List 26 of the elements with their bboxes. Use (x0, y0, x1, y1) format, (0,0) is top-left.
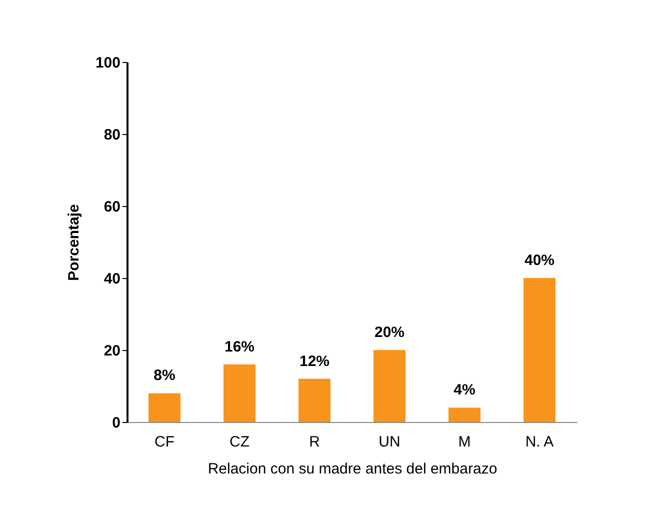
bar (374, 350, 406, 422)
data-label: 12% (299, 352, 330, 370)
x-tick-label: CF (154, 434, 174, 450)
y-axis-title: Porcentaje (65, 204, 82, 281)
bar (298, 378, 330, 422)
data-label: 40% (524, 252, 555, 269)
y-tick-label: 80 (104, 126, 120, 144)
y-tick-label: 60 (104, 198, 120, 216)
x-tick-label: UN (378, 434, 400, 450)
data-label: 20% (374, 324, 405, 341)
x-tick-label: M (458, 434, 471, 450)
x-tick-label: N. A (525, 434, 554, 450)
data-label: 16% (224, 338, 255, 356)
x-tick-label: R (309, 434, 320, 450)
bar (224, 364, 256, 422)
data-label: 4% (454, 382, 476, 399)
x-tick-label: CZ (230, 434, 250, 450)
x-axis-title: Relacion con su madre antes del embarazo (208, 460, 498, 478)
y-tick-label: 0 (112, 414, 120, 432)
y-tick-label: 20 (104, 342, 120, 360)
bar (148, 393, 180, 422)
bar (524, 278, 556, 422)
y-tick-label: 40 (104, 270, 120, 288)
bar (448, 408, 480, 422)
data-label: 8% (154, 367, 176, 384)
y-tick-label: 100 (95, 54, 120, 72)
